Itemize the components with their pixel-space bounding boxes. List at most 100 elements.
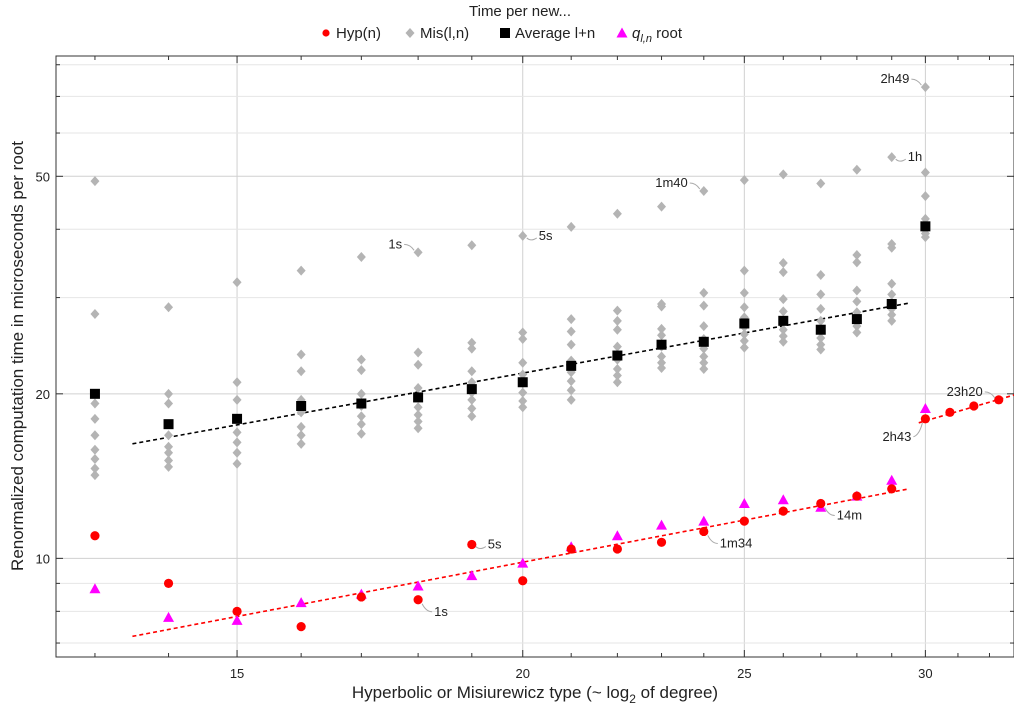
mis-point bbox=[887, 278, 897, 289]
hyp-point bbox=[467, 539, 477, 550]
hyp-point bbox=[920, 414, 930, 424]
legend-q-label: ql,n root bbox=[632, 25, 683, 45]
annotation-label: 5s bbox=[488, 537, 502, 552]
mis-point bbox=[887, 289, 897, 300]
mis-point bbox=[90, 413, 100, 424]
mis-point bbox=[467, 411, 477, 422]
mis-point bbox=[467, 403, 477, 414]
avg-point bbox=[656, 339, 667, 350]
mis-point bbox=[739, 329, 749, 340]
x-tick-label: 15 bbox=[230, 666, 244, 681]
mis-point bbox=[852, 257, 862, 268]
hyp-point bbox=[612, 544, 622, 554]
x-tick-label: 30 bbox=[918, 666, 932, 681]
mis-point bbox=[887, 242, 897, 253]
hyp-point bbox=[994, 395, 1004, 405]
mis-point bbox=[887, 315, 897, 326]
mis-point bbox=[90, 453, 100, 464]
mis-point bbox=[852, 296, 862, 307]
mis-point bbox=[852, 327, 862, 338]
mis-point bbox=[566, 221, 576, 232]
mis-point bbox=[612, 370, 622, 381]
mis-point bbox=[612, 377, 622, 388]
mis-point bbox=[612, 208, 622, 219]
mis-point bbox=[296, 421, 306, 432]
mis-point bbox=[90, 430, 100, 441]
mis-point bbox=[356, 365, 366, 376]
avg-point bbox=[163, 419, 174, 430]
avg-point bbox=[466, 384, 477, 395]
mis-point bbox=[413, 416, 423, 427]
mis-point bbox=[920, 191, 930, 202]
q-point bbox=[295, 597, 307, 608]
hyp-point bbox=[90, 531, 100, 541]
mis-point bbox=[612, 341, 622, 352]
mis-point bbox=[566, 385, 576, 396]
hyp-point bbox=[163, 578, 174, 588]
mis-point bbox=[413, 347, 423, 358]
avg-point bbox=[612, 350, 623, 361]
mis-point bbox=[356, 419, 366, 430]
avg-point bbox=[413, 392, 424, 403]
q-point bbox=[517, 557, 529, 568]
hyp-point bbox=[852, 491, 862, 501]
mis-point bbox=[852, 249, 862, 260]
mis-point bbox=[699, 185, 709, 196]
mis-point bbox=[467, 394, 477, 405]
mis-point bbox=[164, 302, 174, 313]
mis-point bbox=[356, 388, 366, 399]
avg-point bbox=[778, 315, 789, 326]
annotation-leader bbox=[895, 158, 906, 162]
mis-point bbox=[413, 382, 423, 393]
mis-point bbox=[467, 343, 477, 354]
mis-point bbox=[518, 357, 528, 368]
mis-point bbox=[657, 357, 667, 368]
annotation-label: 1m34 bbox=[720, 535, 753, 550]
mis-point bbox=[816, 344, 826, 355]
mis-point bbox=[920, 82, 930, 93]
mis-point bbox=[612, 324, 622, 335]
legend-hyp-label: Hyp(n) bbox=[336, 25, 381, 42]
mis-point bbox=[164, 398, 174, 409]
mis-point bbox=[164, 388, 174, 399]
annotation-label: 2h43 bbox=[882, 429, 911, 444]
mis-point bbox=[566, 394, 576, 405]
mis-point bbox=[467, 337, 477, 348]
mis-point bbox=[296, 438, 306, 449]
mis-point bbox=[90, 444, 100, 455]
annotation-leader bbox=[707, 535, 718, 544]
mis-point bbox=[699, 300, 709, 311]
mis-point bbox=[739, 175, 749, 186]
mis-point bbox=[164, 430, 174, 441]
mis-point bbox=[518, 230, 528, 241]
q-point bbox=[163, 611, 175, 622]
q-point bbox=[777, 494, 789, 505]
hyp-point bbox=[699, 526, 709, 537]
avg-point bbox=[815, 324, 826, 335]
q-point bbox=[656, 519, 668, 530]
q-point bbox=[231, 614, 243, 625]
avg-point bbox=[517, 377, 528, 388]
legend-hyp-marker bbox=[322, 29, 330, 37]
legend-mis-marker bbox=[405, 28, 415, 38]
mis-point bbox=[852, 285, 862, 296]
y-tick-label: 50 bbox=[36, 169, 50, 184]
mis-point bbox=[164, 447, 174, 458]
mis-point bbox=[164, 455, 174, 466]
mis-point bbox=[778, 336, 788, 347]
mis-point bbox=[356, 354, 366, 365]
mis-point bbox=[90, 308, 100, 319]
avg-point bbox=[356, 398, 367, 409]
mis-point bbox=[699, 351, 709, 362]
hyp-point bbox=[413, 595, 423, 605]
annotation-label: 5s bbox=[539, 228, 553, 243]
mis-point bbox=[778, 258, 788, 269]
annotation-label: 1s bbox=[434, 604, 448, 619]
mis-point bbox=[612, 315, 622, 326]
mis-point bbox=[296, 265, 306, 276]
mis-point bbox=[566, 376, 576, 387]
mis-point bbox=[90, 176, 100, 187]
mis-point bbox=[816, 178, 826, 189]
q-point bbox=[698, 515, 710, 526]
hyp-point bbox=[816, 498, 826, 509]
